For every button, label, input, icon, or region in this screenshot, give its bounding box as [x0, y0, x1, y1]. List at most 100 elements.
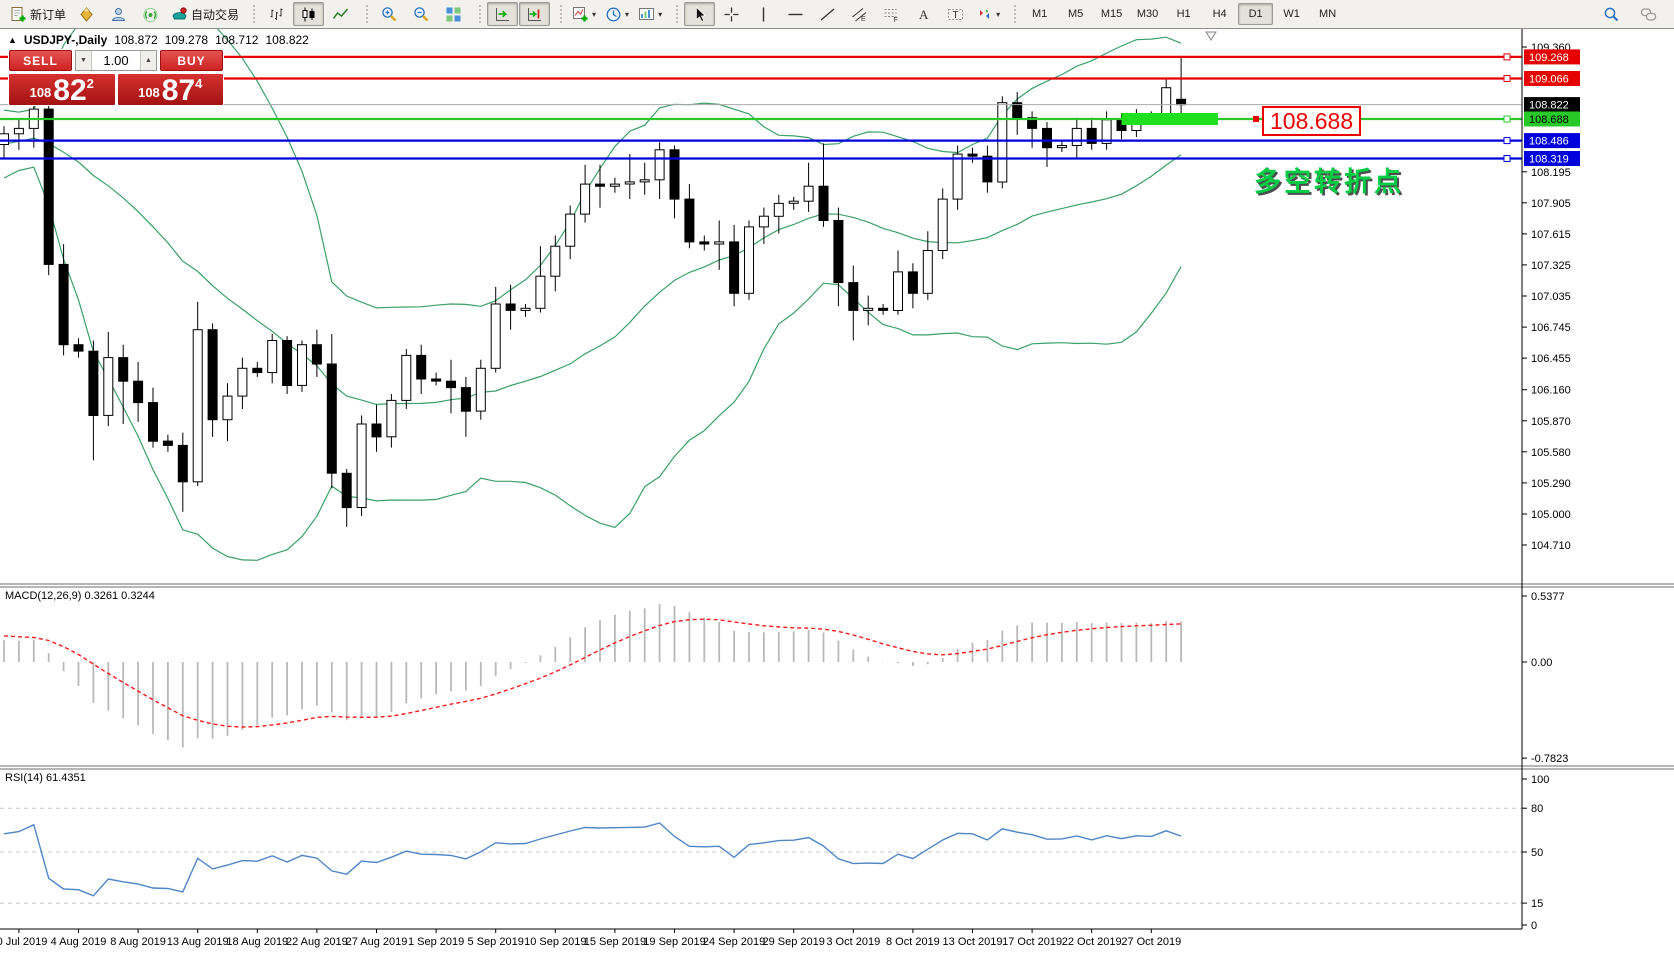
- svg-text:0: 0: [1531, 920, 1537, 932]
- turning-point-annotation[interactable]: 多空转折点: [1254, 167, 1404, 197]
- timeframe-m15[interactable]: M15: [1094, 3, 1129, 25]
- tiles-icon: [445, 6, 462, 23]
- callout-anchor[interactable]: [1253, 116, 1259, 122]
- buy-button[interactable]: BUY: [160, 50, 223, 71]
- price-axis[interactable]: 109.360108.195107.905107.615107.325107.0…: [1522, 42, 1580, 552]
- templates-button[interactable]: ▾: [634, 2, 666, 26]
- toolbar-group: [361, 2, 474, 26]
- macd-signal-line: [3, 618, 1182, 728]
- chart-background: [0, 29, 1674, 955]
- macd-label: MACD(12,26,9) 0.3261 0.3244: [5, 590, 155, 602]
- autotrading-button[interactable]: 自动交易: [167, 2, 243, 26]
- horizontal-line-button[interactable]: [780, 2, 811, 26]
- timeframe-h1[interactable]: H1: [1166, 3, 1201, 25]
- timeframe-m1[interactable]: M1: [1022, 3, 1057, 25]
- tile-windows-button[interactable]: [438, 2, 469, 26]
- zoom-in-icon: [381, 6, 398, 23]
- periods-button[interactable]: ▾: [601, 2, 633, 26]
- trendline-button[interactable]: [812, 2, 843, 26]
- sell-price-tile[interactable]: 108 82 2: [9, 74, 115, 106]
- line-chart-button[interactable]: [325, 2, 356, 26]
- timeframe-h1-label: H1: [1176, 8, 1191, 20]
- timeframe-mn[interactable]: MN: [1310, 3, 1345, 25]
- zoom-in-button[interactable]: [374, 2, 405, 26]
- auto-scroll-button[interactable]: [487, 2, 519, 26]
- svg-text:18 Aug 2019: 18 Aug 2019: [226, 936, 288, 948]
- timeframe-m30-label: M30: [1136, 8, 1159, 20]
- line-anchor[interactable]: [1503, 155, 1511, 162]
- timeframe-m5[interactable]: M5: [1058, 3, 1093, 25]
- collapse-panel-icon[interactable]: ▲: [8, 35, 17, 45]
- svg-text:109.268: 109.268: [1529, 52, 1569, 64]
- text-label-button[interactable]: T: [940, 2, 971, 26]
- bollinger-bands: [3, 29, 1182, 561]
- svg-text:13 Aug 2019: 13 Aug 2019: [167, 936, 229, 948]
- svg-text:10 Sep 2019: 10 Sep 2019: [524, 936, 586, 948]
- search-button[interactable]: [1596, 2, 1627, 26]
- new-order-button[interactable]: 新订单: [6, 2, 70, 26]
- dropdown-caret-icon[interactable]: ▾: [658, 9, 663, 19]
- equidistant-channel-button[interactable]: E: [844, 2, 875, 26]
- cursor-button[interactable]: [684, 2, 716, 26]
- timeframe-m30[interactable]: M30: [1130, 3, 1165, 25]
- dropdown-caret-icon[interactable]: ▾: [592, 9, 597, 19]
- svg-text:108.822: 108.822: [1529, 100, 1569, 112]
- chart-shift-button[interactable]: [519, 2, 551, 26]
- hline-icon: [787, 6, 804, 23]
- metaeditor-button[interactable]: [71, 2, 102, 26]
- volume-stepper: ▼ 1.00 ▲: [75, 50, 157, 71]
- highlight-zone[interactable]: [1121, 113, 1219, 125]
- clock-icon: [605, 6, 622, 23]
- volume-input[interactable]: 1.00: [103, 53, 129, 68]
- one-click-trading-panel: SELL ▼ 1.00 ▲ BUY 108 82 2 108 87 4: [8, 49, 224, 106]
- candles-layer: [0, 55, 1187, 527]
- indicators-button[interactable]: ▾: [568, 2, 600, 26]
- text-button[interactable]: A: [908, 2, 939, 26]
- timeframe-m15-label: M15: [1100, 8, 1123, 20]
- dropdown-caret-icon[interactable]: ▾: [996, 9, 1001, 19]
- svg-text:27 Aug 2019: 27 Aug 2019: [346, 936, 408, 948]
- rsi-axis[interactable]: 100 80 50 15 0: [1522, 774, 1549, 932]
- line-anchor[interactable]: [1503, 53, 1511, 61]
- price-callout-label[interactable]: 108.688: [1262, 106, 1362, 136]
- timeframe-w1[interactable]: W1: [1274, 3, 1309, 25]
- zoom-out-icon: [413, 6, 430, 23]
- volume-increase-button[interactable]: ▲: [140, 51, 156, 70]
- line-anchor[interactable]: [1503, 115, 1511, 123]
- svg-text:107.905: 107.905: [1531, 198, 1571, 210]
- linechart-icon: [332, 6, 349, 23]
- zoom-out-button[interactable]: [406, 2, 437, 26]
- signals-button[interactable]: [135, 2, 166, 26]
- svg-text:1 Sep 2019: 1 Sep 2019: [408, 936, 464, 948]
- volume-decrease-button[interactable]: ▼: [76, 51, 92, 70]
- sell-button[interactable]: SELL: [9, 50, 72, 71]
- community-button[interactable]: [1633, 2, 1664, 26]
- vertical-line-button[interactable]: [748, 2, 779, 26]
- line-anchor[interactable]: [1503, 137, 1511, 145]
- bar-chart-button[interactable]: [261, 2, 292, 26]
- macd-axis[interactable]: 0.5377 0.00 -0.7823: [1522, 591, 1568, 765]
- svg-text:27 Oct 2019: 27 Oct 2019: [1121, 936, 1181, 948]
- svg-text:22 Aug 2019: 22 Aug 2019: [286, 936, 348, 948]
- crosshair-button[interactable]: [716, 2, 747, 26]
- svg-text:108.486: 108.486: [1529, 136, 1569, 148]
- cursor-icon: [691, 6, 708, 23]
- profile-button[interactable]: [103, 2, 134, 26]
- svg-text:19 Sep 2019: 19 Sep 2019: [643, 936, 705, 948]
- svg-text:E: E: [861, 16, 866, 23]
- text-a-icon: A: [915, 6, 932, 23]
- buy-price-tile[interactable]: 108 87 4: [117, 74, 223, 106]
- candlestick-chart-button[interactable]: [293, 2, 325, 26]
- timeframe-m5-label: M5: [1067, 8, 1084, 20]
- dropdown-caret-icon[interactable]: ▾: [625, 9, 630, 19]
- svg-text:8 Aug 2019: 8 Aug 2019: [110, 936, 166, 948]
- symbol-period-label: USDJPY-,Daily: [23, 33, 108, 47]
- svg-text:80: 80: [1531, 803, 1543, 815]
- line-anchor[interactable]: [1503, 75, 1511, 82]
- fibonacci-button[interactable]: F: [876, 2, 907, 26]
- timeframe-h4[interactable]: H4: [1202, 3, 1237, 25]
- timeframe-d1[interactable]: D1: [1238, 3, 1274, 25]
- arrows-button[interactable]: ▾: [972, 2, 1004, 26]
- chart-shift-marker-icon[interactable]: [1205, 31, 1217, 41]
